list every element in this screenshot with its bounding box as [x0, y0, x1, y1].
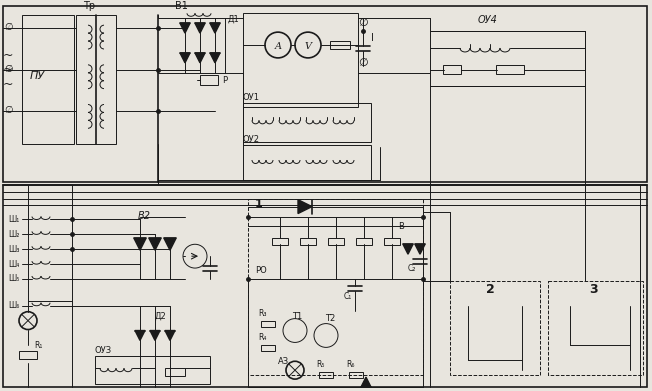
Text: Ш₄: Ш₄ [8, 260, 20, 269]
Bar [243, 145, 371, 180]
Bar [22, 15, 74, 144]
Text: ОУ1: ОУ1 [243, 93, 260, 102]
Polygon shape [150, 330, 160, 341]
Bar [349, 372, 363, 378]
Text: ~: ~ [3, 78, 14, 91]
Text: T1: T1 [292, 312, 303, 321]
Polygon shape [210, 23, 220, 33]
Bar [330, 41, 350, 49]
Text: С₁: С₁ [344, 292, 352, 301]
Bar [95, 356, 210, 384]
Text: ∅: ∅ [358, 18, 368, 28]
Polygon shape [361, 377, 371, 387]
Text: 3: 3 [589, 283, 599, 296]
Bar [384, 238, 400, 245]
Polygon shape [298, 200, 312, 213]
Text: Ш₁: Ш₁ [8, 215, 20, 224]
Text: Ш₆: Ш₆ [8, 301, 20, 310]
Text: R₄: R₄ [258, 334, 267, 343]
Text: ОУ2: ОУ2 [243, 135, 260, 144]
Bar [300, 238, 316, 245]
Text: Р: Р [222, 76, 227, 85]
Text: R₁: R₁ [34, 341, 42, 350]
Text: ОУ4: ОУ4 [478, 15, 498, 25]
Bar [19, 352, 37, 359]
Text: ПУ: ПУ [29, 71, 44, 81]
Text: ∅: ∅ [358, 58, 368, 68]
Text: Ш₂: Ш₂ [8, 230, 20, 239]
Bar [450, 281, 540, 375]
Bar [548, 281, 643, 375]
Text: T2: T2 [325, 314, 335, 323]
Text: Д1: Д1 [228, 14, 240, 23]
Text: РО: РО [255, 266, 267, 275]
Polygon shape [165, 330, 175, 341]
Bar [272, 238, 288, 245]
Polygon shape [180, 23, 190, 33]
Bar [319, 372, 333, 378]
Text: 2: 2 [486, 283, 494, 296]
Polygon shape [195, 53, 205, 63]
Bar [200, 75, 218, 85]
Text: В: В [398, 222, 404, 231]
Text: Д2: Д2 [155, 312, 167, 321]
Bar [3, 185, 647, 387]
Text: V: V [304, 41, 312, 50]
Text: I: I [371, 33, 374, 43]
Bar [261, 321, 275, 326]
Polygon shape [415, 244, 425, 254]
Text: 1: 1 [255, 199, 263, 209]
Polygon shape [403, 244, 413, 254]
Text: ~: ~ [3, 48, 14, 61]
Text: R₃: R₃ [258, 308, 267, 317]
Text: R₆: R₆ [346, 360, 355, 369]
Polygon shape [149, 239, 161, 250]
Polygon shape [134, 239, 146, 250]
Bar [496, 65, 524, 74]
Text: A: A [274, 41, 282, 50]
Text: ∅: ∅ [4, 22, 12, 32]
Text: С₂: С₂ [408, 264, 417, 273]
Text: Тр: Тр [83, 1, 95, 11]
Bar [76, 15, 116, 144]
Bar [248, 199, 423, 375]
Text: ∅: ∅ [4, 64, 12, 74]
Bar [3, 6, 647, 182]
Text: В2: В2 [138, 212, 151, 221]
Bar [243, 13, 358, 108]
Bar [165, 368, 185, 376]
Text: R₅: R₅ [316, 360, 325, 369]
Polygon shape [164, 239, 176, 250]
Bar [243, 102, 371, 142]
Text: ~: ~ [3, 63, 14, 76]
Polygon shape [195, 23, 205, 33]
Polygon shape [210, 53, 220, 63]
Text: Ш₃: Ш₃ [8, 245, 20, 254]
Bar [261, 345, 275, 352]
Bar [430, 31, 585, 86]
Bar [443, 65, 461, 74]
Text: АЗ: АЗ [278, 357, 289, 366]
Text: ОУЗ: ОУЗ [95, 346, 112, 355]
Text: В1: В1 [175, 1, 187, 11]
Bar [356, 238, 372, 245]
Text: Ш₅: Ш₅ [8, 274, 20, 283]
Bar [328, 238, 344, 245]
Polygon shape [180, 53, 190, 63]
Polygon shape [135, 330, 145, 341]
Text: ∅: ∅ [4, 106, 12, 115]
